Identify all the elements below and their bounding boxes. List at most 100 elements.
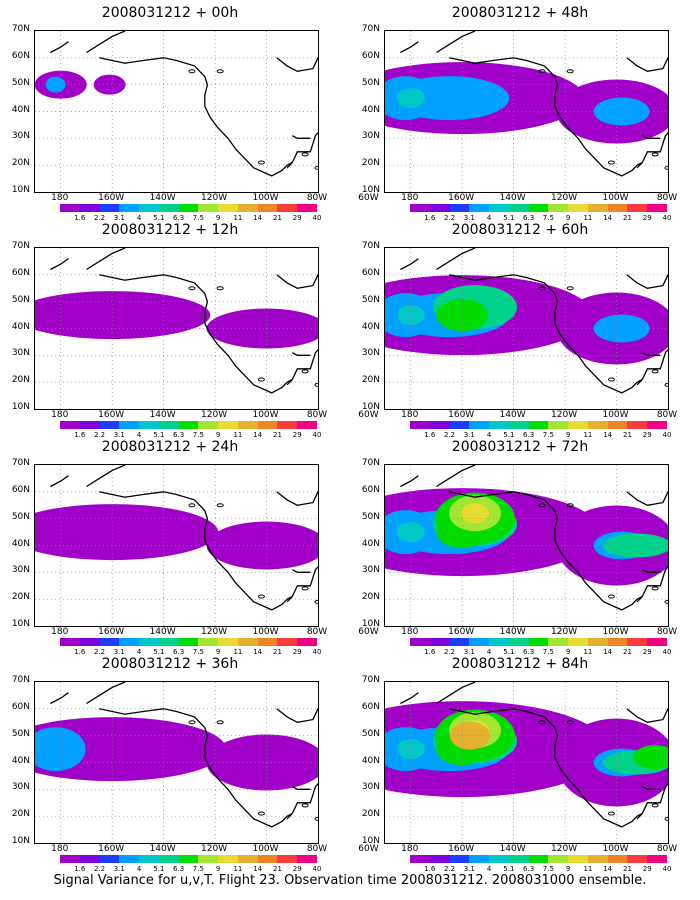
lat-label: 20N: [361, 809, 380, 820]
island: [314, 816, 318, 821]
colorbar-swatch: [79, 638, 100, 646]
island: [301, 369, 309, 374]
colorbar-swatch: [528, 421, 549, 429]
colorbar-swatch: [528, 638, 549, 646]
colorbar-swatch: [469, 421, 490, 429]
colorbar-swatch: [410, 855, 430, 863]
island: [651, 152, 659, 157]
colorbar-label: 5.1: [153, 431, 165, 439]
lon-label: 60W: [358, 410, 379, 420]
colorbar-label: 6.3: [173, 648, 185, 656]
lon-label: 140W: [149, 410, 176, 420]
colorbar-swatch: [508, 638, 529, 646]
colorbar-label: 7.5: [192, 648, 204, 656]
colorbar-label: 29: [292, 431, 302, 439]
lat-label: 20N: [11, 375, 30, 386]
colorbar-swatch: [139, 638, 159, 646]
map-frame: [34, 30, 319, 193]
colorbar-label: 3.1: [463, 648, 475, 656]
lat-label: 60N: [11, 484, 30, 495]
colorbar-label: 2.2: [443, 648, 456, 656]
colorbar-swatch: [257, 855, 278, 863]
island: [216, 69, 224, 74]
colorbar-swatch: [627, 204, 648, 212]
map-frame: [384, 30, 669, 193]
lon-label: 180: [401, 627, 419, 637]
colorbar-swatch: [410, 638, 430, 646]
colorbar-swatch: [60, 638, 80, 646]
lat-label: 20N: [11, 592, 30, 603]
field-region: [35, 514, 114, 551]
colorbar-label: 40: [312, 214, 322, 222]
coastline: [400, 465, 668, 611]
colorbar-label: 2.2: [443, 865, 456, 873]
colorbar-swatch: [79, 204, 100, 212]
colorbar-label: 6.3: [173, 431, 185, 439]
lat-label: 70N: [11, 675, 30, 685]
colorbar-label: 9: [215, 648, 221, 656]
island: [257, 160, 265, 165]
colorbar-swatch: [627, 855, 648, 863]
field-region: [396, 305, 425, 326]
panel-title: 2008031212 + 24h: [101, 439, 239, 455]
lat-label: 30N: [11, 565, 30, 576]
island: [607, 594, 615, 599]
figure-caption: Signal Variance for u,v,T. Flight 23. Ob…: [53, 873, 647, 888]
island: [664, 599, 668, 604]
lon-label: 80W: [306, 193, 328, 203]
island: [257, 594, 265, 599]
colorbar-swatch: [60, 204, 80, 212]
colorbar-label: 14: [603, 431, 613, 439]
lat-label: 70N: [361, 675, 380, 685]
colorbar-swatch: [198, 421, 219, 429]
colorbar-swatch: [237, 855, 258, 863]
panel-title: 2008031212 + 48h: [451, 5, 589, 21]
colorbar-label: 4: [136, 648, 142, 656]
colorbar-label: 21: [272, 865, 282, 873]
lat-label: 40N: [361, 321, 380, 332]
colorbar-swatch: [587, 855, 608, 863]
colorbar-label: 7.5: [192, 865, 204, 873]
map-panel: 2008031212 + 48h 70N 60N 50N 40N 30N 20N 10N 180…: [350, 5, 690, 222]
colorbar-swatch: [528, 855, 549, 863]
lat-label: 30N: [361, 565, 380, 576]
colorbar-swatch: [410, 204, 430, 212]
lon-label: 100W: [602, 627, 629, 637]
colorbar: [60, 204, 317, 212]
lon-label: 140W: [149, 844, 176, 854]
island: [216, 720, 224, 725]
colorbar-label: 9: [215, 431, 221, 439]
island: [314, 382, 318, 387]
colorbar-label: 21: [272, 431, 282, 439]
map-panel: 2008031212 + 12h 70N 60N 50N 40N 30N 20N 10N 180…: [0, 222, 379, 439]
colorbar-label: 1.6: [74, 431, 86, 439]
colorbar-swatch: [548, 638, 569, 646]
lat-label: 20N: [11, 158, 30, 169]
colorbar-swatch: [429, 638, 450, 646]
colorbar-swatch: [508, 421, 529, 429]
colorbar-swatch: [277, 855, 298, 863]
lat-label: 70N: [11, 241, 30, 251]
lat-label: 70N: [361, 24, 380, 34]
colorbar-label: 2.2: [443, 431, 456, 439]
lon-label: 160W: [98, 844, 125, 854]
island: [538, 286, 546, 291]
lon-label: 180: [401, 844, 419, 854]
colorbar-swatch: [178, 421, 199, 429]
island: [188, 720, 196, 725]
colorbar-swatch: [60, 855, 80, 863]
lon-label: 160W: [98, 193, 125, 203]
lon-label: 60W: [358, 844, 379, 854]
colorbar-swatch: [449, 638, 470, 646]
colorbar-label: 21: [272, 648, 282, 656]
field-region: [396, 88, 425, 109]
lat-label: 10N: [11, 619, 30, 629]
map-canvas: [35, 248, 318, 409]
map-panel: 2008031212 + 24h 70N 60N 50N 40N 30N 20N 10N 180…: [0, 439, 379, 656]
colorbar-swatch: [99, 204, 120, 212]
colorbar-swatch: [627, 421, 648, 429]
lon-label: 60W: [358, 193, 379, 203]
colorbar-label: 14: [253, 648, 263, 656]
field-region: [389, 76, 510, 121]
colorbar-swatch: [237, 421, 258, 429]
